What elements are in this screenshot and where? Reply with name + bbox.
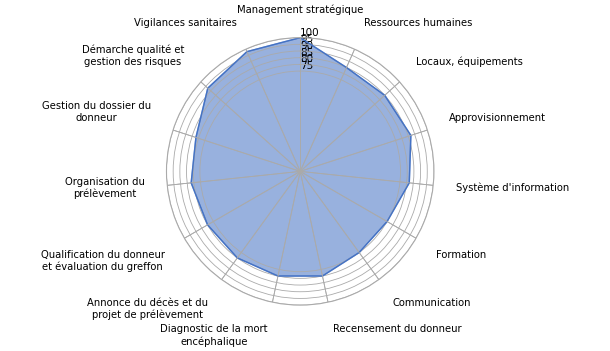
Text: Qualification du donneur
et évaluation du greffon: Qualification du donneur et évaluation d…	[41, 250, 165, 272]
Text: Management stratégique: Management stratégique	[237, 5, 364, 15]
Text: Système d'information: Système d'information	[456, 183, 569, 193]
Text: Formation: Formation	[436, 250, 486, 260]
Text: Diagnostic de la mort
encéphalique: Diagnostic de la mort encéphalique	[160, 324, 268, 347]
Polygon shape	[200, 71, 401, 272]
Text: Approvisionnement: Approvisionnement	[449, 113, 546, 123]
Text: Ressources humaines: Ressources humaines	[364, 19, 472, 28]
Text: Gestion du dossier du
donneur: Gestion du dossier du donneur	[42, 101, 151, 123]
Text: Organisation du
prélèvement: Organisation du prélèvement	[65, 177, 145, 199]
Polygon shape	[191, 38, 411, 276]
Text: Communication: Communication	[392, 298, 471, 308]
Text: Recensement du donneur: Recensement du donneur	[332, 324, 461, 335]
Text: Démarche qualité et
gestion des risques: Démarche qualité et gestion des risques	[82, 45, 184, 67]
Text: Vigilances sanitaires: Vigilances sanitaires	[134, 19, 237, 28]
Text: Annonce du décès et du
projet de prélèvement: Annonce du décès et du projet de prélève…	[87, 298, 208, 320]
Text: Locaux, équipements: Locaux, équipements	[417, 56, 523, 67]
